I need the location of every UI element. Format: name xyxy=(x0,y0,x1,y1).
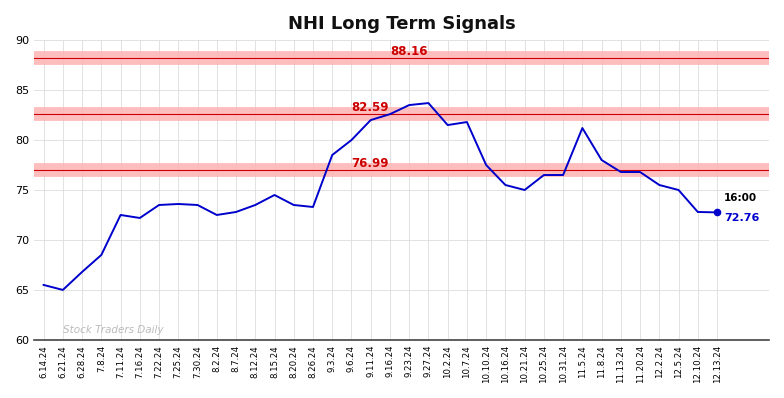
Text: Stock Traders Daily: Stock Traders Daily xyxy=(63,325,163,335)
Text: 72.76: 72.76 xyxy=(724,213,759,223)
Text: 16:00: 16:00 xyxy=(724,193,757,203)
Text: 88.16: 88.16 xyxy=(390,45,427,59)
Point xyxy=(711,209,724,216)
Text: 76.99: 76.99 xyxy=(351,157,389,170)
Text: 82.59: 82.59 xyxy=(351,101,389,114)
Title: NHI Long Term Signals: NHI Long Term Signals xyxy=(288,15,515,33)
